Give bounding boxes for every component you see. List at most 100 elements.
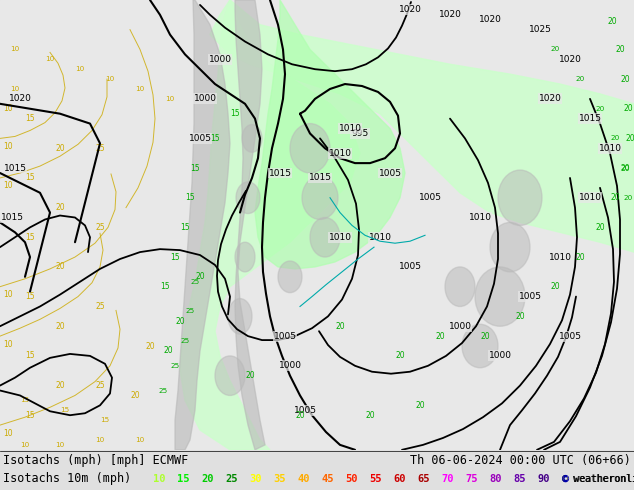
Text: 1015: 1015 [578,114,602,123]
Text: 50: 50 [345,474,358,484]
Text: 20: 20 [163,346,173,355]
Text: 1005: 1005 [273,332,297,341]
Ellipse shape [462,324,498,368]
Ellipse shape [228,298,252,334]
Text: 20: 20 [623,195,633,201]
Text: Isotachs (mph) [mph] ECMWF: Isotachs (mph) [mph] ECMWF [3,454,188,467]
Text: 25: 25 [95,223,105,232]
Text: 10: 10 [46,56,55,62]
Text: 20: 20 [576,76,585,82]
Text: 20: 20 [55,144,65,153]
Text: 90: 90 [537,474,550,484]
Text: 25: 25 [190,279,200,285]
Text: 1015: 1015 [309,173,332,182]
Text: 20: 20 [615,45,625,54]
Text: 20: 20 [201,474,214,484]
Polygon shape [210,0,634,252]
Text: 10: 10 [105,76,115,82]
Text: 20: 20 [395,351,405,361]
Text: 20: 20 [195,272,205,281]
Text: 10: 10 [10,47,20,52]
Text: 1005: 1005 [559,332,581,341]
Text: 1010: 1010 [328,149,351,158]
Text: 20: 20 [595,223,605,232]
Text: 1000: 1000 [193,95,216,103]
Text: 65: 65 [417,474,429,484]
Text: 25: 25 [95,302,105,311]
Text: 45: 45 [321,474,333,484]
Text: 20: 20 [245,371,255,380]
Text: 70: 70 [441,474,453,484]
Text: Th 06-06-2024 00:00 UTC (06+66): Th 06-06-2024 00:00 UTC (06+66) [410,454,631,467]
Text: 20: 20 [415,401,425,410]
Text: 10: 10 [136,86,145,92]
Text: 85: 85 [513,474,526,484]
Text: 15: 15 [20,397,30,403]
Text: 10: 10 [55,442,65,448]
Text: 20: 20 [595,106,605,112]
Text: 10: 10 [95,437,105,443]
Ellipse shape [310,218,340,257]
Text: 1005: 1005 [418,193,441,202]
Text: 10: 10 [75,66,84,72]
Ellipse shape [302,176,338,220]
Text: 20: 20 [480,332,490,341]
Text: 25: 25 [185,308,195,315]
Text: 1005: 1005 [188,134,212,143]
Text: 80: 80 [489,474,501,484]
Text: 995: 995 [351,129,368,138]
Text: 20: 20 [435,332,445,341]
Text: 20: 20 [365,411,375,420]
Text: 10: 10 [3,340,13,348]
Text: 20: 20 [295,411,305,420]
Text: 10: 10 [3,429,13,438]
Text: 10: 10 [20,442,30,448]
Text: weatheronline.co.uk: weatheronline.co.uk [573,474,634,484]
Text: 1005: 1005 [519,292,541,301]
Polygon shape [255,0,405,269]
Text: 10: 10 [165,96,174,102]
Ellipse shape [475,267,525,326]
Text: 1005: 1005 [378,169,401,177]
Text: 15: 15 [25,173,35,182]
Text: 1010: 1010 [328,233,351,242]
Text: 15: 15 [230,109,240,118]
Text: 15: 15 [100,417,110,423]
Text: 10: 10 [10,86,20,92]
Text: 20: 20 [625,134,634,143]
Text: 15: 15 [210,134,220,143]
Text: 1015: 1015 [1,213,23,222]
Ellipse shape [215,356,245,395]
Text: 15: 15 [25,292,35,301]
Text: 20: 20 [145,342,155,350]
Text: 10: 10 [3,181,13,190]
Polygon shape [180,0,360,450]
Text: 20: 20 [55,263,65,271]
Text: 60: 60 [393,474,406,484]
Text: 1020: 1020 [538,95,562,103]
Ellipse shape [290,123,330,173]
Text: 25: 25 [181,338,190,344]
Text: 1015: 1015 [269,169,292,177]
Text: 25: 25 [171,363,179,369]
Text: 15: 15 [180,223,190,232]
Text: 1020: 1020 [559,55,581,64]
Text: 20: 20 [550,47,560,52]
Text: 40: 40 [297,474,309,484]
Text: Isotachs 10m (mph): Isotachs 10m (mph) [3,472,131,486]
Text: 15: 15 [25,411,35,420]
Text: 20: 20 [175,317,185,326]
Text: 15: 15 [160,282,170,291]
Text: 1000: 1000 [489,351,512,361]
Text: 20: 20 [621,165,630,171]
Text: 20: 20 [610,193,620,202]
Text: 1010: 1010 [368,233,392,242]
Text: 15: 15 [25,351,35,361]
Text: 1010: 1010 [598,144,621,153]
Text: 1005: 1005 [399,263,422,271]
Text: 20: 20 [620,164,630,172]
Text: 20: 20 [607,17,617,26]
Text: 1020: 1020 [399,5,422,14]
Text: 10: 10 [3,142,13,151]
Polygon shape [175,0,230,450]
